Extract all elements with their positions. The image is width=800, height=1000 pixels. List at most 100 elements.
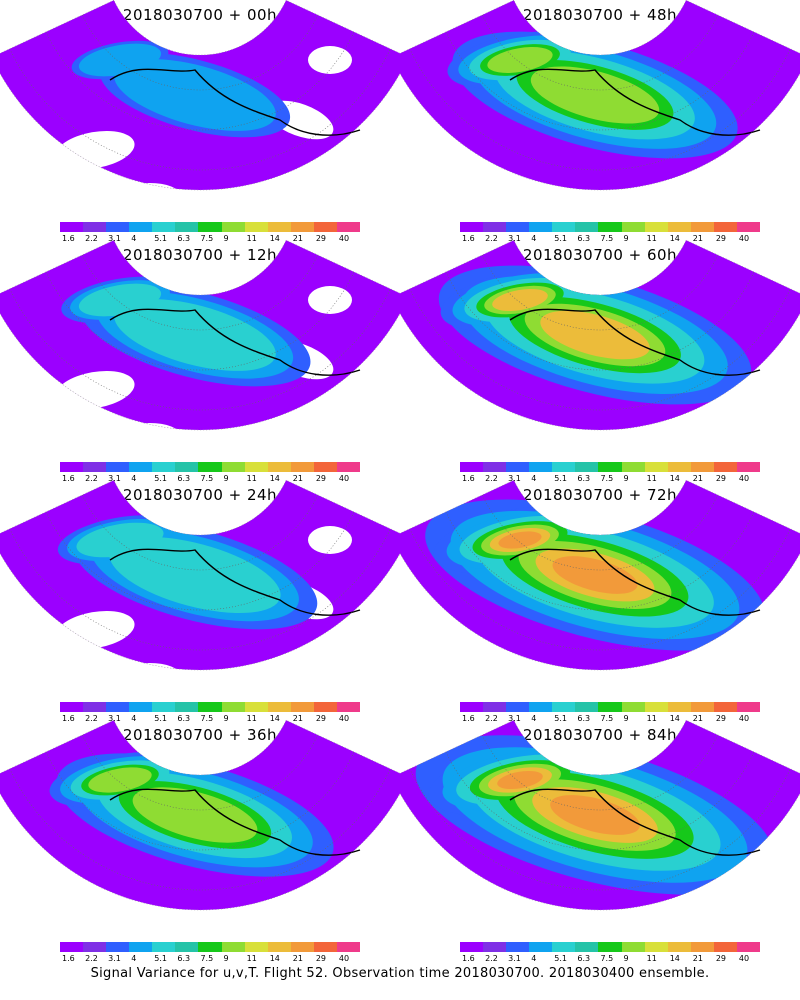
panel-title: 2018030700 + 72h	[522, 486, 678, 504]
colorbar-swatch	[267, 222, 291, 232]
colorbar-tick-label: 11	[646, 474, 657, 483]
variance-contour	[497, 770, 543, 790]
colorbar-swatch	[529, 942, 553, 952]
variance-contour	[132, 787, 258, 843]
colorbar-tick-label: 3.1	[508, 234, 521, 243]
map-outline	[0, 240, 400, 431]
colorbar-tick-label: 2.2	[85, 234, 98, 243]
colorbar-tick-label: 14	[669, 714, 680, 723]
variance-contour	[114, 59, 276, 131]
coastline	[109, 68, 361, 136]
colorbar-tick-label: 21	[292, 714, 303, 723]
colorbar-tick-label: 3.1	[508, 714, 521, 723]
colorbar-swatch	[106, 942, 130, 952]
colorbar-labels: 1.6 2.2 3.1 4 5.1 6.3 7.5 9 11 14 21 29 40	[460, 234, 760, 246]
colorbar-swatch	[221, 462, 245, 472]
colorbar-tick-label: 3.1	[108, 474, 121, 483]
colorbar-swatch	[552, 462, 576, 472]
colorbar-tick-label: 9	[223, 234, 229, 243]
variance-map	[0, 0, 400, 191]
missing-data-patch	[120, 183, 180, 190]
colorbar-swatch	[290, 702, 314, 712]
colorbar-tick-label: 1.6	[62, 714, 75, 723]
colorbar-swatch	[290, 222, 314, 232]
colorbar-swatch	[244, 942, 268, 952]
coastline	[109, 548, 361, 616]
colorbar-swatch	[621, 942, 645, 952]
variance-map	[400, 0, 800, 191]
colorbar-tick-label: 5.1	[554, 714, 568, 723]
colorbar-tick-label: 5.1	[554, 474, 568, 483]
colorbar-swatch	[644, 462, 668, 472]
colorbar-tick-label: 1.6	[462, 474, 475, 483]
colorbar-tick-label: 11	[246, 474, 257, 483]
colorbar-tick-label: 11	[246, 714, 257, 723]
colorbar-labels: 1.6 2.2 3.1 4 5.1 6.3 7.5 9 11 14 21 29 40	[460, 954, 760, 966]
colorbar-tick-label: 2.2	[485, 474, 498, 483]
map-panel: 2018030700 + 60h 1.6 2.2 3.1 4 5.1 6.3 7.5 9 11 14…	[400, 240, 800, 490]
map-panel: 2018030700 + 48h 1.6 2.2 3.1 4 5.1 6.3 7.5 9 11 14…	[400, 0, 800, 250]
coastline	[509, 788, 761, 856]
panel-title: 2018030700 + 48h	[522, 6, 678, 24]
map-panel: 2018030700 + 72h 1.6 2.2 3.1 4 5.1 6.3 7.5 9 11 14…	[400, 480, 800, 730]
map-outline	[400, 720, 800, 911]
colorbar-tick-label: 5.1	[554, 234, 568, 243]
colorbar-tick-label: 1.6	[462, 954, 475, 963]
variance-contour	[76, 522, 164, 558]
colorbar-tick-label: 9	[623, 714, 629, 723]
colorbar-tick-label: 11	[246, 234, 257, 243]
colorbar-tick-label: 4	[131, 474, 137, 483]
colorbar	[60, 942, 361, 952]
colorbar-swatch	[667, 222, 691, 232]
colorbar-tick-label: 1.6	[62, 954, 75, 963]
colorbar-swatch	[506, 702, 530, 712]
variance-map	[0, 480, 400, 671]
colorbar-swatch	[129, 702, 153, 712]
colorbar-swatch	[129, 942, 153, 952]
colorbar-swatch	[221, 702, 245, 712]
colorbar-swatch	[129, 222, 153, 232]
colorbar-tick-label: 9	[623, 954, 629, 963]
colorbar-tick-label: 9	[223, 474, 229, 483]
colorbar-swatch	[175, 222, 199, 232]
colorbar-swatch	[460, 942, 484, 952]
colorbar-swatch	[483, 462, 507, 472]
colorbar-swatch	[60, 942, 84, 952]
colorbar-tick-label: 14	[669, 474, 680, 483]
colorbar-tick-label: 4	[531, 714, 537, 723]
colorbar-tick-label: 40	[338, 474, 350, 483]
colorbar-labels: 1.6 2.2 3.1 4 5.1 6.3 7.5 9 11 14 21 29 40	[60, 474, 360, 486]
variance-contour	[550, 795, 640, 835]
map-panel: 2018030700 + 24h 1.6 2.2 3.1 4 5.1 6.3 7.5 9 11 14…	[0, 480, 400, 730]
colorbar-tick-label: 11	[246, 954, 257, 963]
colorbar-tick-label: 14	[669, 234, 680, 243]
panel-title: 2018030700 + 84h	[522, 726, 678, 744]
colorbar-tick-label: 6.3	[177, 234, 191, 243]
colorbar-swatch	[336, 222, 361, 232]
colorbar-swatch	[221, 942, 245, 952]
map-outline	[0, 0, 400, 191]
colorbar-tick-label: 21	[692, 234, 703, 243]
colorbar-labels: 1.6 2.2 3.1 4 5.1 6.3 7.5 9 11 14 21 29 40	[460, 474, 760, 486]
colorbar-swatch	[313, 222, 337, 232]
colorbar-swatch	[106, 222, 130, 232]
panel-title: 2018030700 + 36h	[122, 726, 278, 744]
colorbar-tick-label: 2.2	[485, 714, 498, 723]
panel-title: 2018030700 + 24h	[122, 486, 278, 504]
colorbar-tick-label: 1.6	[62, 234, 75, 243]
colorbar-swatch	[690, 702, 714, 712]
colorbar-swatch	[506, 222, 530, 232]
colorbar-tick-label: 21	[292, 954, 303, 963]
colorbar-swatch	[506, 462, 530, 472]
colorbar-tick-label: 5.1	[154, 474, 168, 483]
colorbar-swatch	[575, 222, 599, 232]
colorbar-swatch	[244, 222, 268, 232]
colorbar-swatch	[60, 702, 84, 712]
colorbar-swatch	[667, 942, 691, 952]
colorbar-swatch	[644, 222, 668, 232]
coastline	[109, 788, 361, 856]
colorbar-tick-label: 7.5	[600, 954, 614, 963]
colorbar-tick-label: 5.1	[154, 714, 168, 723]
colorbar-swatch	[83, 942, 107, 952]
colorbar-tick-label: 4	[531, 234, 537, 243]
